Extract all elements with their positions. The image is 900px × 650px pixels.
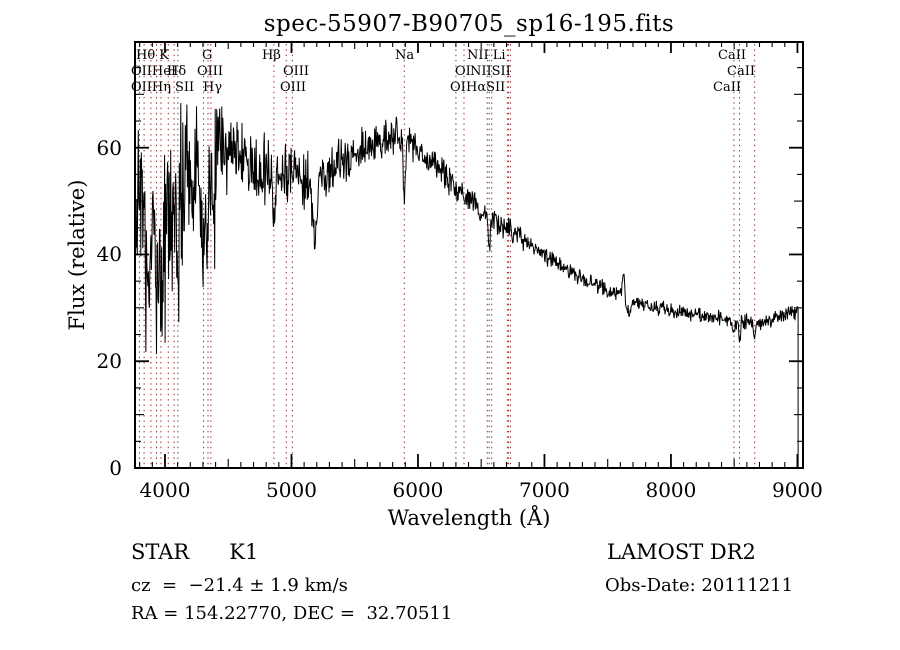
cz-value-label: cz = −21.4 ± 1.9 km/s	[131, 575, 348, 596]
line-label: OIII	[197, 64, 224, 79]
x-axis-label: Wavelength (Å)	[387, 506, 551, 530]
x-tick-label: 6000	[392, 478, 444, 502]
object-class-label: STAR K1	[131, 540, 259, 564]
line-label: NIISII	[470, 64, 511, 79]
line-label: OI	[450, 80, 466, 95]
x-tick-label: 9000	[771, 478, 823, 502]
line-label: HαSII	[466, 80, 506, 95]
line-label: Na	[395, 48, 415, 63]
y-tick-label: 0	[109, 456, 122, 480]
line-label: CaII	[718, 48, 746, 63]
plot-title: spec-55907-B90705_sp16-195.fits	[263, 11, 675, 37]
line-label: OIIHη	[131, 80, 172, 95]
y-tick-label: 60	[96, 135, 122, 160]
plot-frame	[134, 41, 804, 469]
line-label: Hβ	[262, 48, 281, 63]
line-label: CaII	[713, 80, 741, 95]
ra-dec-label: RA = 154.22770, DEC = 32.70511	[131, 603, 453, 624]
line-label: CaII	[727, 64, 755, 79]
y-tick-label: 20	[96, 349, 122, 374]
line-label: OIII	[283, 64, 310, 79]
obs-date-label: Obs-Date: 20111211	[605, 575, 794, 596]
line-label: OIII	[280, 80, 307, 95]
x-tick-label: 7000	[518, 478, 570, 502]
spectrum-line	[134, 103, 799, 468]
line-label: Hδ	[167, 64, 187, 79]
line-label: G	[202, 48, 213, 63]
line-label: Hθ K	[136, 48, 170, 63]
line-label: OIIHeI	[131, 64, 177, 79]
x-tick-label: 8000	[645, 478, 697, 502]
line-label: Hγ	[203, 80, 223, 95]
line-label: OI	[455, 64, 471, 79]
x-tick-label: 5000	[266, 478, 317, 502]
y-tick-label: 40	[96, 242, 122, 267]
survey-label: LAMOST DR2	[607, 540, 756, 564]
line-label: SII	[175, 80, 195, 95]
line-label: NII Li	[467, 48, 506, 63]
x-tick-label: 4000	[139, 478, 191, 502]
